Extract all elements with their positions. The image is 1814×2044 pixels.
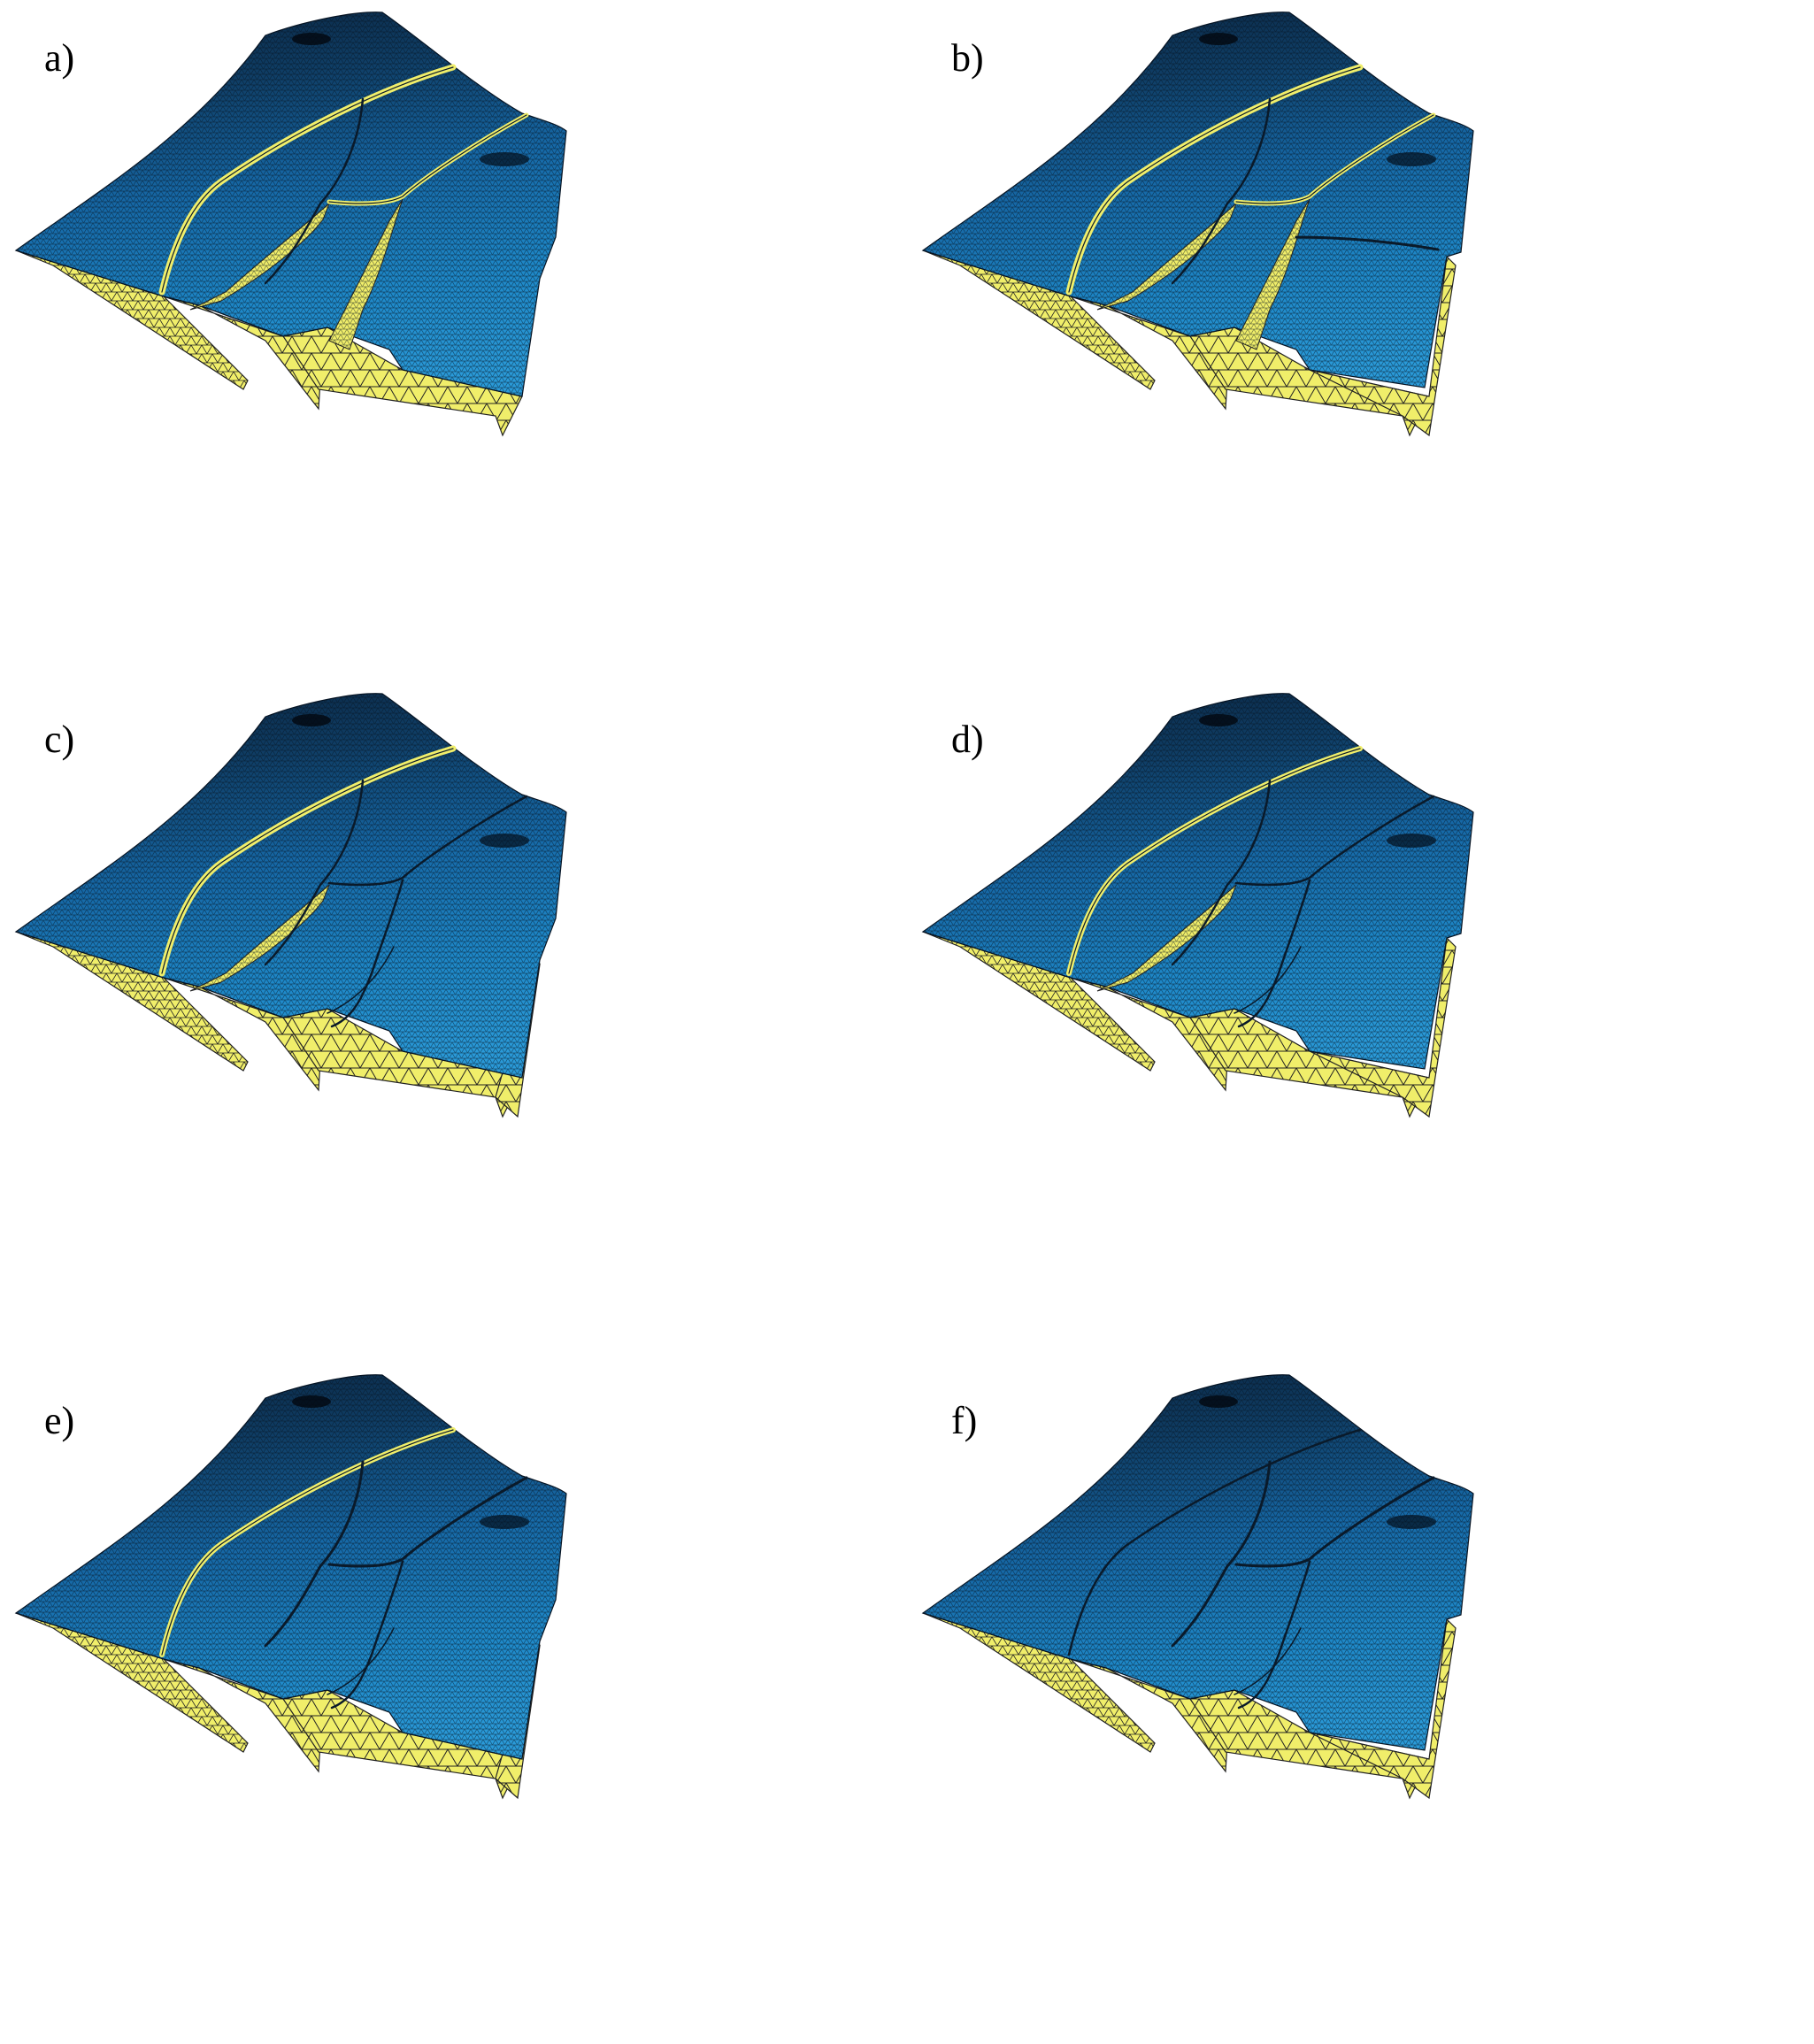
fault-trace-4 [330,1560,404,1710]
fault-trace-2 [1171,1460,1272,1648]
panel-f: f) [907,1363,1814,2044]
fault-trace-1-edge [1068,748,1361,974]
summit-vortex [1199,33,1238,45]
panel-c: c) [0,681,907,1363]
summit-vortex [1199,1395,1238,1408]
fault-trace-1-edge [161,1429,454,1656]
fault-trace-2 [1171,779,1272,966]
shoulder-vortex [1387,1515,1436,1529]
fault-trace-1-edge [161,748,454,974]
panel-label-b: b) [951,36,984,80]
fault-trace-4 [330,879,404,1028]
summit-vortex [292,1395,331,1408]
mesh-model [14,1374,567,1800]
summit-vortex [292,33,331,45]
panel-a: a) [0,0,907,681]
fault-trace-3-edge [328,114,527,204]
fault-trace-2 [264,97,365,285]
mesh-model [14,12,567,437]
fault-trace-2 [1171,97,1272,285]
mesh-render-c [14,693,567,1118]
fault-trace-5 [1234,1627,1302,1695]
fault-trace-3 [1234,795,1435,887]
mesh-model [921,1374,1474,1800]
fault-trace-3-edge [1235,114,1434,204]
summit-vortex [1199,714,1238,726]
panel-label-d: d) [951,718,984,761]
fault-trace-5 [327,946,395,1014]
mesh-model [921,693,1474,1118]
mesh-model [921,12,1474,437]
panel-b: b) [907,0,1814,681]
fault-trace-1-edge [1068,66,1361,293]
fault-trace-4 [1237,1560,1311,1710]
shoulder-vortex [480,152,529,166]
fault-trace-3 [327,1476,528,1568]
panel-e: e) [0,1363,907,2044]
shoulder-vortex [480,834,529,848]
fault-trace-2 [264,1460,365,1648]
panel-label-a: a) [44,36,75,80]
shoulder-vortex [1387,834,1436,848]
mesh-render-d [921,693,1474,1118]
fault-trace-5 [1234,946,1302,1014]
mesh-render-b [921,12,1474,437]
fault-trace-3 [1234,1476,1435,1568]
fault-trace-1 [1067,1428,1362,1656]
mesh-render-f [921,1374,1474,1800]
mesh-render-a [14,12,567,437]
fault-trace-2 [264,779,365,966]
shoulder-vortex [480,1515,529,1529]
fault-trace-5 [327,1627,395,1695]
fault-trace-1-edge [161,66,454,293]
fault-trace-3-edge [328,795,527,886]
panel-label-e: e) [44,1399,75,1442]
shoulder-vortex [1387,152,1436,166]
mesh-model [14,693,567,1118]
summit-vortex [292,714,331,726]
panel-d: d) [907,681,1814,1363]
fault-trace-4 [1237,879,1311,1028]
block-boundary [1295,235,1440,251]
panel-label-c: c) [44,718,75,761]
mesh-render-e [14,1374,567,1800]
panel-label-f: f) [951,1399,978,1442]
